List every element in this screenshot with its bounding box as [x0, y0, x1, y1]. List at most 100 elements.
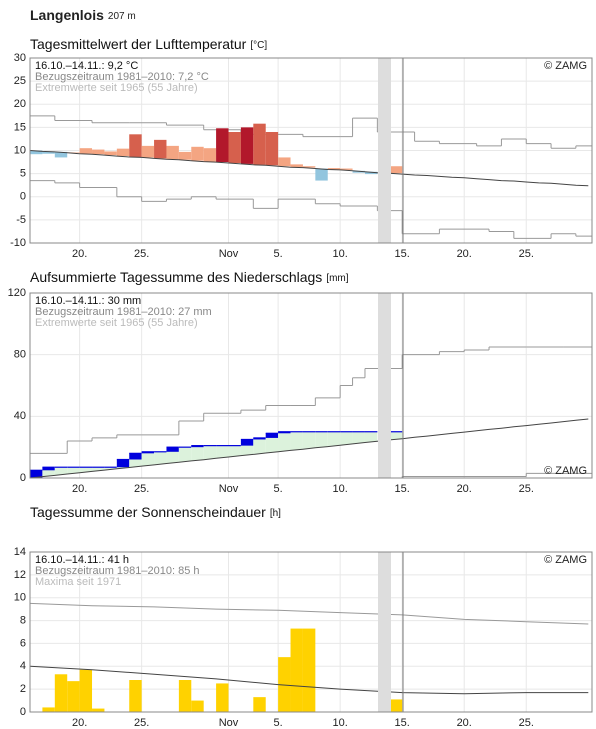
- bar: [389, 166, 403, 174]
- x-tick-label: 20.: [72, 248, 87, 260]
- bar: [327, 168, 341, 170]
- bar: [278, 157, 291, 167]
- difference-fill: [389, 431, 403, 440]
- difference-fill: [178, 447, 192, 463]
- x-tick-label: 5.: [274, 483, 283, 495]
- y-tick-label: 10: [14, 592, 26, 604]
- copyright: © ZAMG: [544, 554, 587, 566]
- y-tick-label: 0: [20, 191, 26, 203]
- chart-title-text: Tagesmittelwert der Lufttemperatur: [30, 36, 247, 52]
- difference-fill: [154, 451, 167, 465]
- chart-unit: [h]: [270, 508, 281, 519]
- copyright: © ZAMG: [544, 60, 587, 72]
- difference-fill: [352, 431, 365, 444]
- bar: [42, 467, 55, 471]
- stat-line: Bezugszeitraum 1981–2010: 85 h: [35, 565, 200, 577]
- bar: [42, 151, 55, 154]
- chart-title: Aufsummierte Tagessumme des Niederschlag…: [30, 269, 349, 285]
- y-tick-label: 120: [8, 287, 26, 299]
- bar: [302, 166, 316, 168]
- chart: Tagessumme der Sonnenscheindauer [h] 0 2 4 6 8…: [14, 504, 593, 729]
- reference-line: [29, 418, 589, 479]
- plot-frame: [29, 57, 593, 244]
- station-elevation: 207 m: [108, 11, 136, 22]
- x-tick-label: 25.: [519, 717, 534, 729]
- x-tick-label: 15.: [395, 483, 410, 495]
- difference-fill: [278, 431, 291, 452]
- difference-fill: [228, 445, 241, 458]
- y-tick-label: 40: [14, 410, 26, 422]
- x-tick-label: 20.: [457, 248, 472, 260]
- chart-title: Tagesmittelwert der Lufttemperatur [°C]: [30, 36, 267, 52]
- bar: [54, 674, 68, 712]
- y-tick-label: 5: [20, 168, 26, 180]
- difference-fill: [340, 431, 353, 446]
- bar: [166, 145, 179, 160]
- bar: [191, 700, 204, 712]
- bar: [290, 164, 303, 168]
- y-tick-label: -5: [16, 214, 26, 226]
- bar: [265, 433, 279, 438]
- x-tick-label: 15.: [395, 717, 410, 729]
- bar: [79, 669, 93, 712]
- bar: [166, 447, 179, 452]
- y-tick-label: 12: [14, 569, 26, 581]
- stat-line: 16.10.–14.11.: 9,2 °C: [35, 60, 138, 72]
- bar: [92, 708, 105, 712]
- x-tick-label: Nov: [219, 483, 239, 495]
- bar: [141, 145, 155, 158]
- bar: [253, 123, 266, 165]
- bar: [240, 439, 254, 446]
- y-tick-label: 20: [14, 98, 26, 110]
- y-tick-label: 6: [20, 637, 26, 649]
- y-tick-label: 80: [14, 349, 26, 361]
- stat-line: Extremwerte seit 1965 (55 Jahre): [35, 317, 198, 329]
- bar: [216, 683, 229, 712]
- chart-title-text: Tagessumme der Sonnenscheindauer: [30, 504, 266, 520]
- x-tick-label: 10.: [333, 717, 348, 729]
- chart-title-text: Aufsummierte Tagessumme des Niederschlag…: [30, 269, 322, 285]
- chart-title: Tagessumme der Sonnenscheindauer [h]: [30, 504, 281, 520]
- y-tick-label: -10: [10, 237, 26, 249]
- y-tick-label: 2: [20, 683, 26, 695]
- bar: [104, 151, 117, 156]
- bar: [30, 150, 43, 155]
- bar: [116, 148, 130, 157]
- bar: [129, 680, 142, 712]
- difference-fill: [315, 431, 328, 448]
- stat-line: 16.10.–14.11.: 30 mm: [35, 295, 141, 307]
- difference-fill: [364, 431, 378, 443]
- chart-unit: [°C]: [250, 40, 267, 51]
- bar: [178, 151, 192, 160]
- missing-day-band: [378, 293, 391, 478]
- stat-line: Bezugszeitraum 1981–2010: 7,2 °C: [35, 71, 209, 83]
- x-tick-label: 25.: [134, 717, 149, 729]
- reference-line: [29, 150, 589, 187]
- missing-day-band: [378, 552, 391, 712]
- difference-fill: [302, 431, 316, 450]
- y-tick-label: 4: [20, 660, 26, 672]
- bar: [154, 139, 167, 159]
- y-tick-label: 8: [20, 614, 26, 626]
- bar: [92, 149, 105, 155]
- x-tick-label: Nov: [219, 248, 239, 260]
- x-tick-label: 5.: [274, 717, 283, 729]
- difference-fill: [67, 467, 80, 474]
- bar: [240, 127, 254, 164]
- bar: [302, 628, 316, 712]
- bar: [30, 470, 43, 478]
- y-tick-label: 0: [20, 472, 26, 484]
- difference-fill: [327, 431, 341, 447]
- difference-fill: [54, 467, 68, 476]
- stat-line: Extremwerte seit 1965 (55 Jahre): [35, 82, 198, 94]
- y-tick-label: 25: [14, 75, 26, 87]
- stat-line: Maxima seit 1971: [35, 576, 121, 588]
- bar: [364, 171, 378, 175]
- x-tick-label: 20.: [72, 483, 87, 495]
- reference-line: [29, 665, 589, 695]
- bar: [253, 437, 266, 440]
- bar: [129, 453, 142, 460]
- missing-day-band: [378, 58, 391, 243]
- plot-frame: [29, 292, 593, 479]
- x-tick-label: 20.: [457, 717, 472, 729]
